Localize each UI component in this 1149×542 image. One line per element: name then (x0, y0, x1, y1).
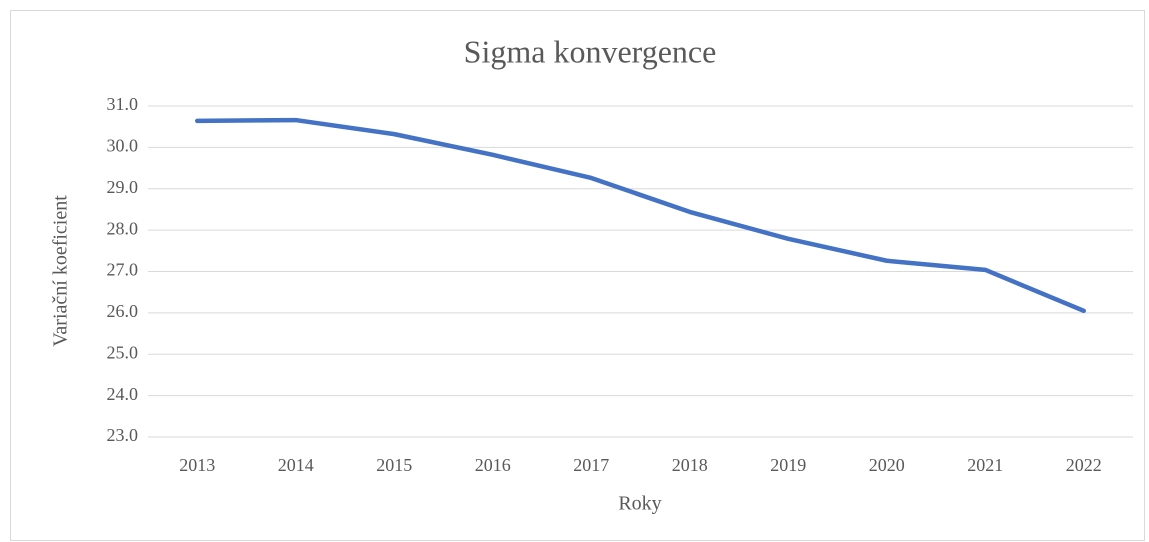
y-tick-label: 23.0 (107, 425, 139, 445)
y-tick-label: 29.0 (107, 177, 139, 197)
x-tick-label: 2013 (179, 455, 215, 475)
x-tick-label: 2015 (376, 455, 412, 475)
y-tick-label: 30.0 (107, 136, 139, 156)
chart-title: Sigma konvergence (464, 33, 717, 69)
x-tick-label: 2022 (1066, 455, 1102, 475)
x-tick-label: 2017 (573, 455, 609, 475)
y-tick-label: 25.0 (107, 342, 139, 362)
y-tick-label: 28.0 (107, 218, 139, 238)
x-tick-label: 2019 (770, 455, 806, 475)
y-tick-label: 26.0 (107, 301, 139, 321)
x-tick-label: 2018 (672, 455, 708, 475)
x-tick-label: 2016 (475, 455, 511, 475)
y-tick-label: 27.0 (107, 260, 139, 280)
x-tick-label: 2020 (869, 455, 905, 475)
y-tick-label: 24.0 (107, 384, 139, 404)
x-tick-label: 2021 (967, 455, 1003, 475)
y-tick-label: 31.0 (107, 94, 139, 114)
data-line (195, 117, 1086, 314)
chart-border (10, 10, 1145, 541)
x-axis-label: Roky (618, 493, 661, 515)
x-tick-label: 2014 (278, 455, 314, 475)
y-axis-label: Variační koeficient (50, 195, 72, 347)
